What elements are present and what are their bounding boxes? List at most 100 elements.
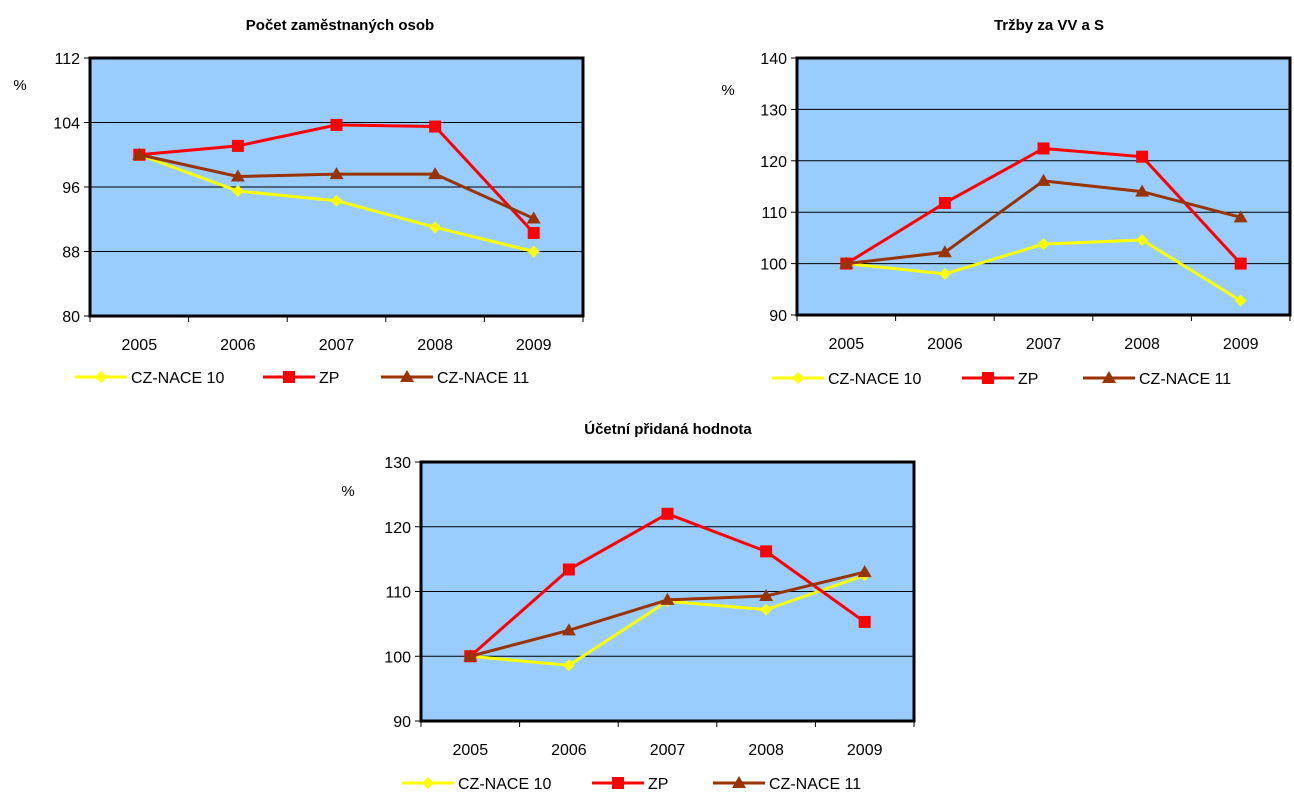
data-point: [526, 211, 541, 224]
plot-frame: [795, 56, 1292, 317]
legend-swatch-marker: [95, 371, 107, 383]
data-point: [527, 245, 540, 258]
x-tick-label: 2009: [516, 337, 552, 354]
legend-swatch-marker: [400, 370, 414, 382]
y-tick-label: 100: [384, 649, 411, 666]
data-point: [937, 245, 952, 258]
data-point: [858, 615, 871, 628]
x-tick-label: 2005: [453, 742, 489, 759]
chart-panel-employees: Počet zaměstnaných osob% 80 88 96 104 112 2005…: [0, 0, 620, 400]
data-point: [1233, 210, 1248, 223]
legend-label: CZ-NACE 11: [437, 370, 529, 387]
legend-entry: CZ-NACE 11: [381, 370, 529, 387]
y-tick-label: 130: [760, 102, 787, 119]
chart-value-added-svg: Účetní přidaná hodnota% 90 100 110 120 130 200…: [341, 420, 916, 793]
y-tick-label: 110: [385, 585, 411, 602]
x-tick-label: 2007: [650, 742, 686, 759]
x-tick-label: 2007: [1026, 336, 1062, 353]
series-cz-nace-11: [132, 147, 541, 224]
data-point: [231, 139, 244, 152]
chart-employees-svg: Počet zaměstnaných osob% 80 88 96 104 112 2005…: [13, 17, 585, 387]
data-point: [1136, 150, 1149, 163]
data-point: [759, 589, 774, 602]
data-point: [230, 169, 245, 182]
x-tick-label: 2006: [220, 337, 256, 354]
y-tick-label: 96: [62, 180, 80, 197]
legend-entry: ZP: [592, 776, 668, 793]
chart-panel-revenues: Tržby za VV a S% 90 100 110 120 130 140 2005 200…: [700, 0, 1294, 400]
data-point: [1037, 238, 1050, 251]
legend-entry: ZP: [962, 371, 1038, 388]
legend-entry: CZ-NACE 11: [1083, 371, 1231, 388]
legend-label: ZP: [319, 370, 339, 387]
y-tick-label: 100: [760, 257, 787, 274]
legend-entry: CZ-NACE 10: [772, 371, 921, 388]
data-point: [839, 256, 854, 269]
legend-label: CZ-NACE 10: [828, 371, 921, 388]
y-tick-label: 104: [53, 116, 80, 133]
y-tick-label: 112: [54, 51, 80, 68]
data-point: [429, 221, 442, 234]
data-point: [938, 267, 951, 280]
legend-label: ZP: [1018, 371, 1038, 388]
x-tick-label: 2008: [1124, 336, 1160, 353]
legend-label: CZ-NACE 10: [131, 370, 224, 387]
x-tick-label: 2006: [927, 336, 963, 353]
chart-panel-value-added: Účetní přidaná hodnota% 90 100 110 120 130 200…: [320, 410, 940, 798]
data-point: [330, 118, 343, 131]
data-point: [660, 592, 675, 605]
chart-title: Počet zaměstnaných osob: [246, 17, 434, 34]
legend-swatch-marker: [1102, 371, 1116, 383]
series-cz-nace-11: [839, 173, 1248, 269]
legend-swatch-marker: [732, 776, 746, 788]
legend-label: CZ-NACE 10: [458, 776, 551, 793]
data-point: [428, 167, 443, 180]
plot-area: [797, 58, 1290, 315]
data-point: [429, 120, 442, 133]
legend-label: CZ-NACE 11: [1139, 371, 1231, 388]
y-tick-label: 120: [384, 520, 411, 537]
chart-title: Tržby za VV a S: [994, 17, 1104, 34]
series-zp: [464, 507, 871, 663]
y-tick-label: 130: [384, 455, 411, 472]
legend-swatch-marker: [612, 777, 624, 789]
x-tick-label: 2008: [748, 742, 784, 759]
y-tick-label: 140: [760, 51, 787, 68]
data-point: [661, 507, 674, 520]
data-point: [1136, 233, 1149, 246]
y-tick-label: 90: [393, 714, 411, 731]
data-point: [857, 565, 872, 578]
x-tick-label: 2009: [1223, 336, 1259, 353]
y-axis-unit-label: %: [341, 483, 354, 500]
data-point: [132, 147, 147, 160]
x-tick-label: 2007: [319, 337, 355, 354]
data-point: [760, 603, 773, 616]
y-tick-label: 120: [760, 154, 787, 171]
y-tick-label: 110: [761, 205, 787, 222]
x-tick-label: 2009: [847, 742, 883, 759]
legend-entry: CZ-NACE 10: [75, 370, 224, 387]
data-point: [562, 563, 575, 576]
series-cz-nace-11: [463, 565, 872, 662]
legend-swatch-marker: [792, 372, 804, 384]
x-tick-label: 2005: [829, 336, 865, 353]
y-tick-label: 80: [62, 309, 80, 326]
data-point: [1234, 294, 1247, 307]
data-point: [231, 185, 244, 198]
data-point: [760, 545, 773, 558]
legend-swatch-marker: [283, 371, 295, 383]
chart-title: Účetní přidaná hodnota: [584, 420, 752, 438]
data-point: [1037, 142, 1050, 155]
x-tick-label: 2008: [417, 337, 453, 354]
data-point: [1135, 184, 1150, 197]
legend-swatch-marker: [422, 777, 434, 789]
data-point: [329, 167, 344, 180]
legend-label: CZ-NACE 11: [769, 776, 861, 793]
legend-entry: ZP: [263, 370, 339, 387]
data-point: [561, 623, 576, 636]
data-point: [527, 226, 540, 239]
y-tick-label: 90: [769, 308, 787, 325]
data-point: [1234, 257, 1247, 270]
y-tick-label: 88: [62, 245, 80, 262]
